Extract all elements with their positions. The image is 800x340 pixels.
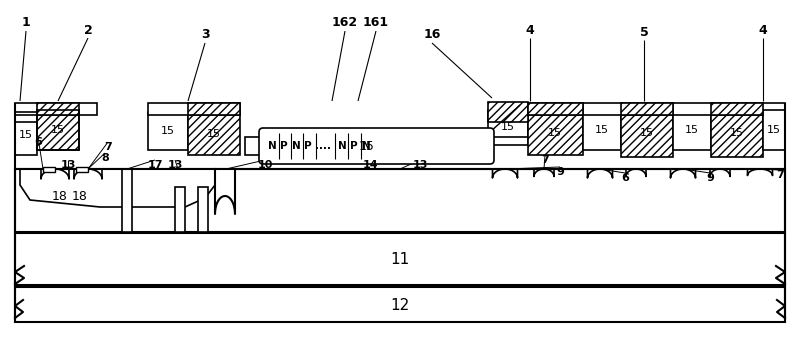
Text: 13: 13	[167, 160, 182, 170]
Text: 16: 16	[423, 29, 441, 41]
Text: 11: 11	[390, 252, 410, 267]
Text: 18: 18	[72, 190, 88, 204]
Bar	[763, 110, 785, 150]
Bar	[621, 109, 673, 157]
Bar	[37, 110, 79, 150]
Bar	[15, 287, 785, 322]
Text: 15: 15	[595, 125, 609, 135]
Bar	[528, 103, 583, 115]
Text: 15: 15	[51, 125, 65, 135]
Text: 162: 162	[332, 17, 358, 30]
Text: 7: 7	[104, 142, 112, 152]
Bar	[245, 137, 490, 155]
Bar	[148, 112, 188, 150]
Text: P: P	[280, 141, 288, 151]
Text: 15: 15	[730, 128, 744, 138]
Text: 10: 10	[258, 160, 273, 170]
Text: N: N	[268, 141, 276, 151]
Bar	[528, 110, 583, 155]
Text: 2: 2	[84, 23, 92, 36]
Bar	[488, 102, 528, 122]
Text: N: N	[362, 141, 370, 151]
Text: 4: 4	[758, 23, 767, 36]
Text: 7: 7	[776, 170, 784, 180]
Bar	[188, 113, 240, 155]
Bar	[43, 167, 55, 172]
Bar	[15, 233, 785, 285]
Bar	[15, 115, 37, 155]
Text: 15: 15	[548, 128, 562, 138]
Bar	[37, 110, 79, 150]
Text: 6: 6	[621, 173, 629, 183]
Bar	[148, 103, 240, 115]
Text: 18: 18	[52, 190, 68, 204]
Text: 6: 6	[34, 137, 42, 147]
Text: 5: 5	[640, 26, 648, 38]
Text: 161: 161	[363, 17, 389, 30]
Bar	[122, 169, 132, 232]
Text: 15: 15	[19, 130, 33, 140]
Text: 9: 9	[706, 173, 714, 183]
Text: 17: 17	[147, 160, 162, 170]
Text: 15: 15	[161, 126, 175, 136]
Text: 9: 9	[556, 167, 564, 177]
Bar	[15, 112, 37, 122]
Bar	[15, 169, 785, 232]
Text: 15: 15	[501, 122, 515, 132]
Text: ....: ....	[315, 141, 331, 151]
Bar	[673, 103, 785, 115]
Bar	[76, 167, 88, 172]
Bar	[15, 103, 97, 115]
Text: 8: 8	[101, 153, 109, 163]
Text: 13: 13	[412, 160, 428, 170]
Text: 13: 13	[60, 160, 76, 170]
Bar	[711, 103, 763, 115]
PathPatch shape	[20, 169, 215, 207]
Bar	[175, 187, 185, 232]
Bar	[583, 110, 621, 150]
Text: P: P	[304, 141, 312, 151]
Bar	[488, 110, 528, 145]
Text: 7: 7	[541, 155, 549, 165]
Text: 3: 3	[201, 29, 210, 41]
Text: 15: 15	[359, 139, 375, 153]
Bar	[198, 187, 208, 232]
Text: 15: 15	[640, 128, 654, 138]
Bar	[188, 103, 240, 115]
Bar	[673, 110, 711, 150]
Text: 12: 12	[390, 298, 410, 312]
Bar	[583, 103, 673, 115]
Bar	[711, 109, 763, 157]
Text: 15: 15	[767, 125, 781, 135]
Bar	[528, 103, 583, 115]
FancyBboxPatch shape	[259, 128, 494, 164]
Text: N: N	[292, 141, 300, 151]
Bar	[215, 169, 235, 214]
Text: 15: 15	[207, 129, 221, 139]
Text: 1: 1	[22, 17, 30, 30]
Text: N: N	[338, 141, 346, 151]
Bar	[37, 103, 79, 115]
Text: 15: 15	[685, 125, 699, 135]
Text: 14: 14	[362, 160, 378, 170]
Bar	[621, 103, 673, 115]
Text: P: P	[350, 141, 358, 151]
Text: 4: 4	[526, 23, 534, 36]
